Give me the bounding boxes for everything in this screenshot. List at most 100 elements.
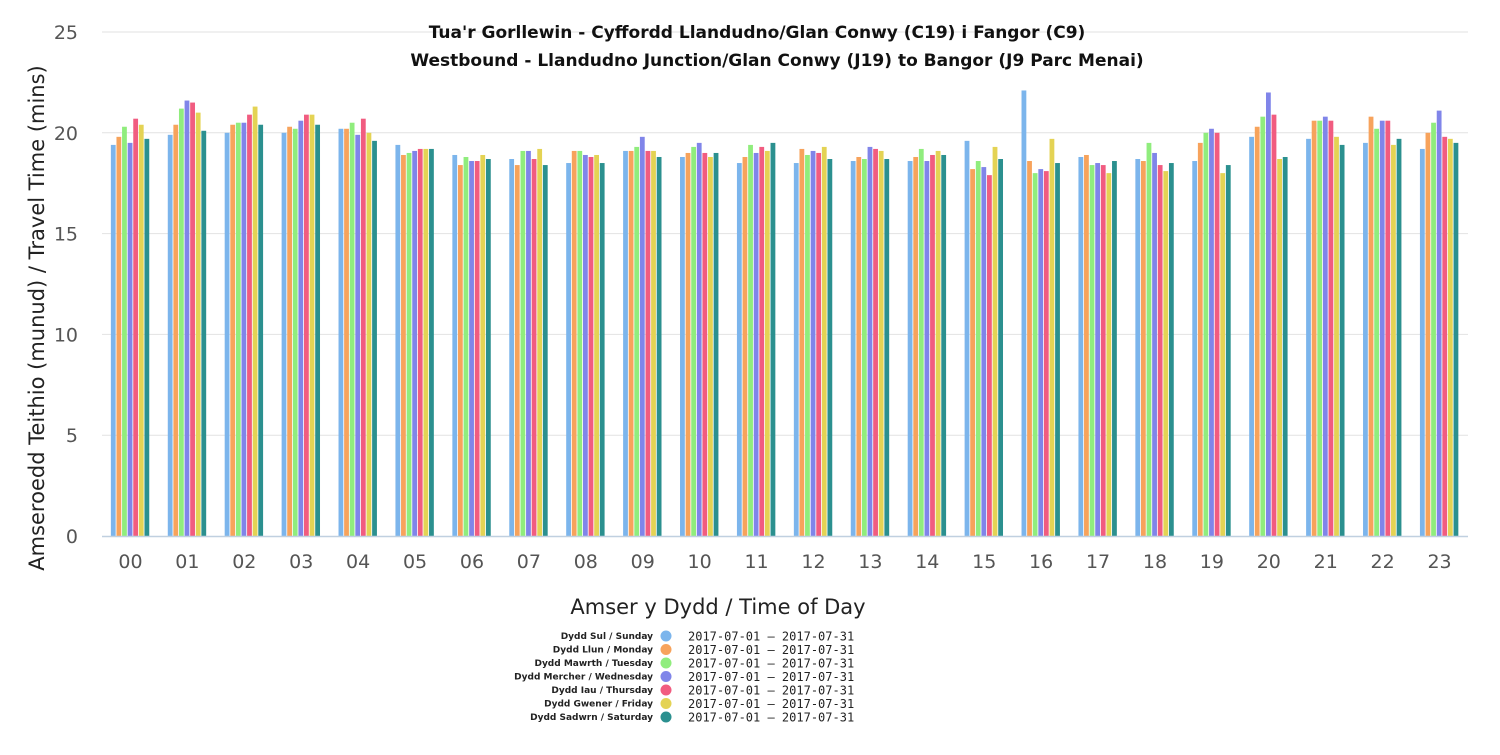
x-tick-label: 01 (175, 551, 199, 573)
legend-marker (660, 644, 672, 655)
x-tick-label: 06 (460, 551, 484, 573)
bar-20-series-2 (1260, 116, 1266, 537)
bar-16-series-3 (1038, 169, 1044, 536)
bar-01-series-4 (190, 102, 195, 536)
bar-05-series-1 (401, 154, 406, 537)
bar-18-series-2 (1146, 142, 1152, 536)
bar-05-series-3 (412, 150, 418, 536)
legend-date-range: 2017-07-01 – 2017-07-31 (688, 711, 854, 725)
bar-07-series-2 (520, 150, 526, 536)
bar-16-series-5 (1049, 138, 1055, 536)
bar-06-series-6 (485, 159, 491, 536)
bar-20-series-5 (1277, 159, 1282, 536)
bar-19-series-4 (1214, 132, 1220, 537)
bar-04-series-1 (344, 128, 349, 536)
bar-22-series-2 (1374, 128, 1380, 536)
bar-13-series-4 (873, 148, 878, 536)
bar-18-series-3 (1152, 152, 1157, 536)
bar-11-series-4 (759, 146, 765, 536)
x-tick-label: 02 (232, 551, 256, 573)
bar-04-series-4 (360, 118, 366, 536)
bar-13-series-0 (850, 161, 856, 536)
bar-14-series-1 (913, 156, 919, 537)
bar-01-series-1 (173, 124, 179, 537)
legend-marker (660, 698, 672, 709)
x-tick-label: 09 (631, 551, 655, 573)
bar-14-series-0 (907, 161, 913, 536)
bar-03-series-0 (281, 132, 287, 537)
bar-10-series-0 (680, 156, 685, 537)
bar-18-series-5 (1163, 171, 1169, 536)
legend-marker (660, 671, 672, 682)
bar-21-series-3 (1322, 116, 1328, 537)
bar-10-series-6 (713, 152, 719, 536)
legend-date-range: 2017-07-01 – 2017-07-31 (688, 684, 854, 698)
bar-17-series-6 (1112, 161, 1117, 536)
x-tick-label: 04 (346, 551, 370, 573)
bar-02-series-4 (247, 114, 252, 536)
y-tick-label: 5 (66, 425, 78, 447)
bar-03-series-6 (315, 124, 321, 537)
bar-15-series-1 (970, 169, 976, 536)
x-tick-label: 07 (517, 551, 541, 573)
bar-17-series-0 (1078, 156, 1084, 537)
bar-16-series-4 (1043, 171, 1049, 536)
x-tick-label: 08 (574, 551, 598, 573)
bar-15-series-2 (975, 161, 981, 536)
bar-08-series-2 (577, 150, 583, 536)
bar-09-series-5 (651, 150, 656, 536)
bar-15-series-6 (998, 159, 1004, 536)
x-axis-tick-labels: 00 01 02 03 04 05 06 07 08 09 10 11 12 13 14 15 16 17 18 19… (118, 551, 1451, 573)
bar-16-series-6 (1055, 163, 1060, 537)
bar-20-series-6 (1282, 156, 1288, 537)
bar-14-series-6 (941, 154, 947, 537)
bar-02-series-0 (224, 132, 230, 537)
bar-22-series-4 (1385, 120, 1391, 536)
bar-18-series-6 (1168, 163, 1174, 537)
chart-title: Tua'r Gorllewin - Cyffordd Llandudno/Gla… (429, 23, 1086, 43)
bar-00-series-3 (127, 142, 133, 536)
bar-02-series-6 (258, 124, 264, 537)
bar-20-series-0 (1249, 136, 1254, 536)
bar-12-series-4 (816, 152, 822, 536)
bar-23-series-0 (1419, 148, 1425, 536)
x-tick-label: 16 (1029, 551, 1053, 573)
bar-05-series-2 (406, 152, 412, 536)
bar-12-series-0 (793, 163, 799, 537)
bar-19-series-2 (1203, 132, 1209, 537)
bar-02-series-5 (252, 106, 258, 536)
bar-11-series-0 (736, 163, 742, 537)
bar-15-series-5 (992, 146, 998, 536)
chart-subtitle: Westbound - Llandudno Junction/Glan Conw… (410, 51, 1143, 71)
bar-12-series-1 (799, 148, 805, 536)
bar-14-series-2 (918, 148, 924, 536)
bar-21-series-6 (1339, 144, 1345, 536)
legend-label: Dydd Iau / Thursday (551, 686, 653, 696)
bar-06-series-3 (469, 161, 474, 536)
x-tick-label: 10 (688, 551, 712, 573)
bar-00-series-2 (122, 126, 127, 536)
legend-marker (660, 684, 672, 696)
legend-marker (660, 657, 672, 669)
legend-label: Dydd Sul / Sunday (561, 632, 653, 642)
y-tick-label: 10 (54, 324, 78, 346)
bar-05-series-0 (395, 144, 401, 536)
bar-05-series-5 (423, 148, 429, 536)
bar-15-series-0 (964, 140, 970, 537)
legend-date-range: 2017-07-01 – 2017-07-31 (688, 630, 854, 644)
bar-01-series-6 (201, 130, 207, 536)
x-tick-label: 14 (915, 551, 939, 573)
bar-03-series-5 (309, 114, 315, 536)
bar-12-series-2 (805, 154, 810, 537)
x-tick-label: 15 (972, 551, 996, 573)
bar-08-series-5 (594, 154, 599, 537)
bar-08-series-3 (582, 154, 588, 537)
bar-01-series-5 (195, 112, 201, 536)
bar-05-series-6 (429, 148, 434, 536)
bar-01-series-2 (178, 108, 184, 537)
bars (110, 90, 1459, 537)
y-tick-label: 15 (54, 224, 78, 246)
bar-13-series-2 (861, 159, 867, 536)
bar-13-series-1 (856, 156, 862, 537)
